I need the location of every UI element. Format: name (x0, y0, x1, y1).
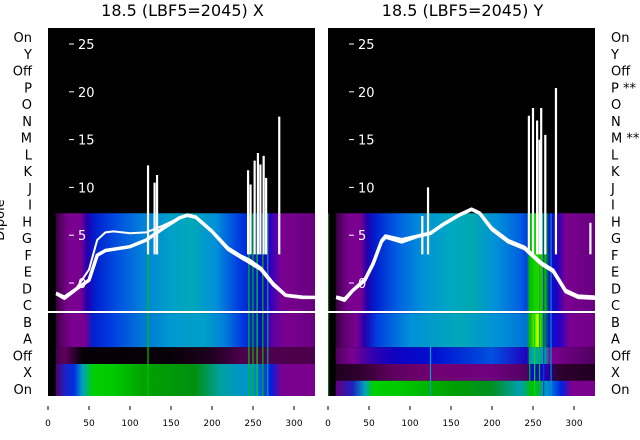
row-label-right: F (611, 249, 618, 264)
row-label-right: O (611, 98, 621, 113)
row-label-left: O (22, 98, 32, 113)
row-label-left: K (23, 165, 32, 180)
panel-gap (316, 28, 328, 396)
panel-title: 18.5 (LBF5=2045) Y (382, 1, 544, 20)
x-tick-label: 50 (83, 419, 95, 429)
y-tick-label: 20 (78, 86, 95, 101)
heatmap-band (48, 313, 315, 348)
row-label-right: B (611, 316, 620, 331)
x-tick-label: 100 (121, 419, 138, 429)
y-tick-label: 0 (78, 277, 86, 292)
x-tick-label: 200 (483, 419, 500, 429)
y-tick-label: 10 (358, 181, 375, 196)
x-tick-label: 250 (244, 419, 261, 429)
row-label-left: Off (13, 65, 33, 80)
row-label-right: J (610, 182, 615, 197)
heatmap-band (48, 364, 315, 396)
row-label-right: X (611, 366, 620, 381)
row-label-right: H (611, 215, 621, 230)
heatmap-band (48, 347, 315, 364)
row-label-right: Off (611, 349, 631, 364)
row-label-left: D (22, 282, 32, 297)
heatmap-band (328, 347, 595, 364)
row-label-left: B (23, 316, 32, 331)
row-label-left: On (14, 383, 32, 398)
y-tick-label: 5 (78, 229, 86, 244)
row-label-right: L (611, 148, 619, 163)
x-tick-label: 0 (45, 419, 51, 429)
y-tick-label: 0 (358, 277, 366, 292)
row-label-left: E (24, 266, 32, 281)
y-axis-label: Dipole (0, 199, 8, 240)
row-label-right: Off (611, 65, 631, 80)
y-tick-label: 15 (358, 134, 375, 149)
x-tick-label: 200 (203, 419, 220, 429)
row-label-right: K (611, 165, 620, 180)
row-label-right: E (611, 266, 619, 281)
y-tick-label: 25 (358, 38, 375, 53)
row-label-right: On (611, 31, 629, 46)
heatmap-band (328, 364, 595, 381)
row-label-right: A (611, 333, 620, 348)
x-tick-label: 0 (325, 419, 331, 429)
row-label-left: H (22, 215, 32, 230)
row-label-left: J (27, 182, 32, 197)
row-label-right: M ** (611, 132, 640, 147)
x-tick-label: 50 (363, 419, 375, 429)
heatmap-band (328, 380, 595, 396)
row-label-left: N (22, 115, 32, 130)
row-label-right: P ** (611, 81, 636, 96)
y-tick-label: 10 (78, 181, 95, 196)
x-tick-label: 250 (524, 419, 541, 429)
row-label-left: I (28, 199, 32, 214)
row-label-right: C (611, 299, 620, 314)
row-label-left: L (25, 148, 33, 163)
x-tick-label: 300 (285, 419, 302, 429)
heatmap-band (328, 313, 595, 348)
series-line-lower (335, 207, 595, 302)
row-label-right: Y (610, 48, 619, 63)
row-label-right: I (611, 199, 615, 214)
row-label-right: D (611, 282, 621, 297)
line-series-group (55, 116, 315, 301)
y-tick-label: 20 (358, 86, 375, 101)
row-label-left: Y (23, 48, 32, 63)
row-label-right: On (611, 383, 629, 398)
y-tick-label: 25 (78, 38, 95, 53)
row-label-left: G (22, 232, 32, 247)
panel-title: 18.5 (LBF5=2045) X (101, 1, 264, 20)
x-tick-label: 100 (401, 419, 418, 429)
row-label-left: C (23, 299, 32, 314)
y-tick-label: 5 (358, 229, 366, 244)
series-line-lower (55, 213, 315, 301)
row-label-left: A (23, 333, 32, 348)
row-label-left: On (14, 31, 32, 46)
y-tick-label: 15 (78, 134, 95, 149)
row-label-right: G (611, 232, 621, 247)
row-label-left: Off (13, 349, 33, 364)
row-label-right: N (611, 115, 621, 130)
row-label-left: F (25, 249, 32, 264)
x-tick-label: 150 (162, 419, 179, 429)
line-series-group (335, 87, 595, 302)
heatmap-band (48, 213, 315, 314)
row-label-left: X (23, 366, 32, 381)
row-label-left: P (24, 81, 32, 96)
x-tick-label: 300 (565, 419, 582, 429)
row-label-left: M (21, 132, 32, 147)
x-tick-label: 150 (442, 419, 459, 429)
